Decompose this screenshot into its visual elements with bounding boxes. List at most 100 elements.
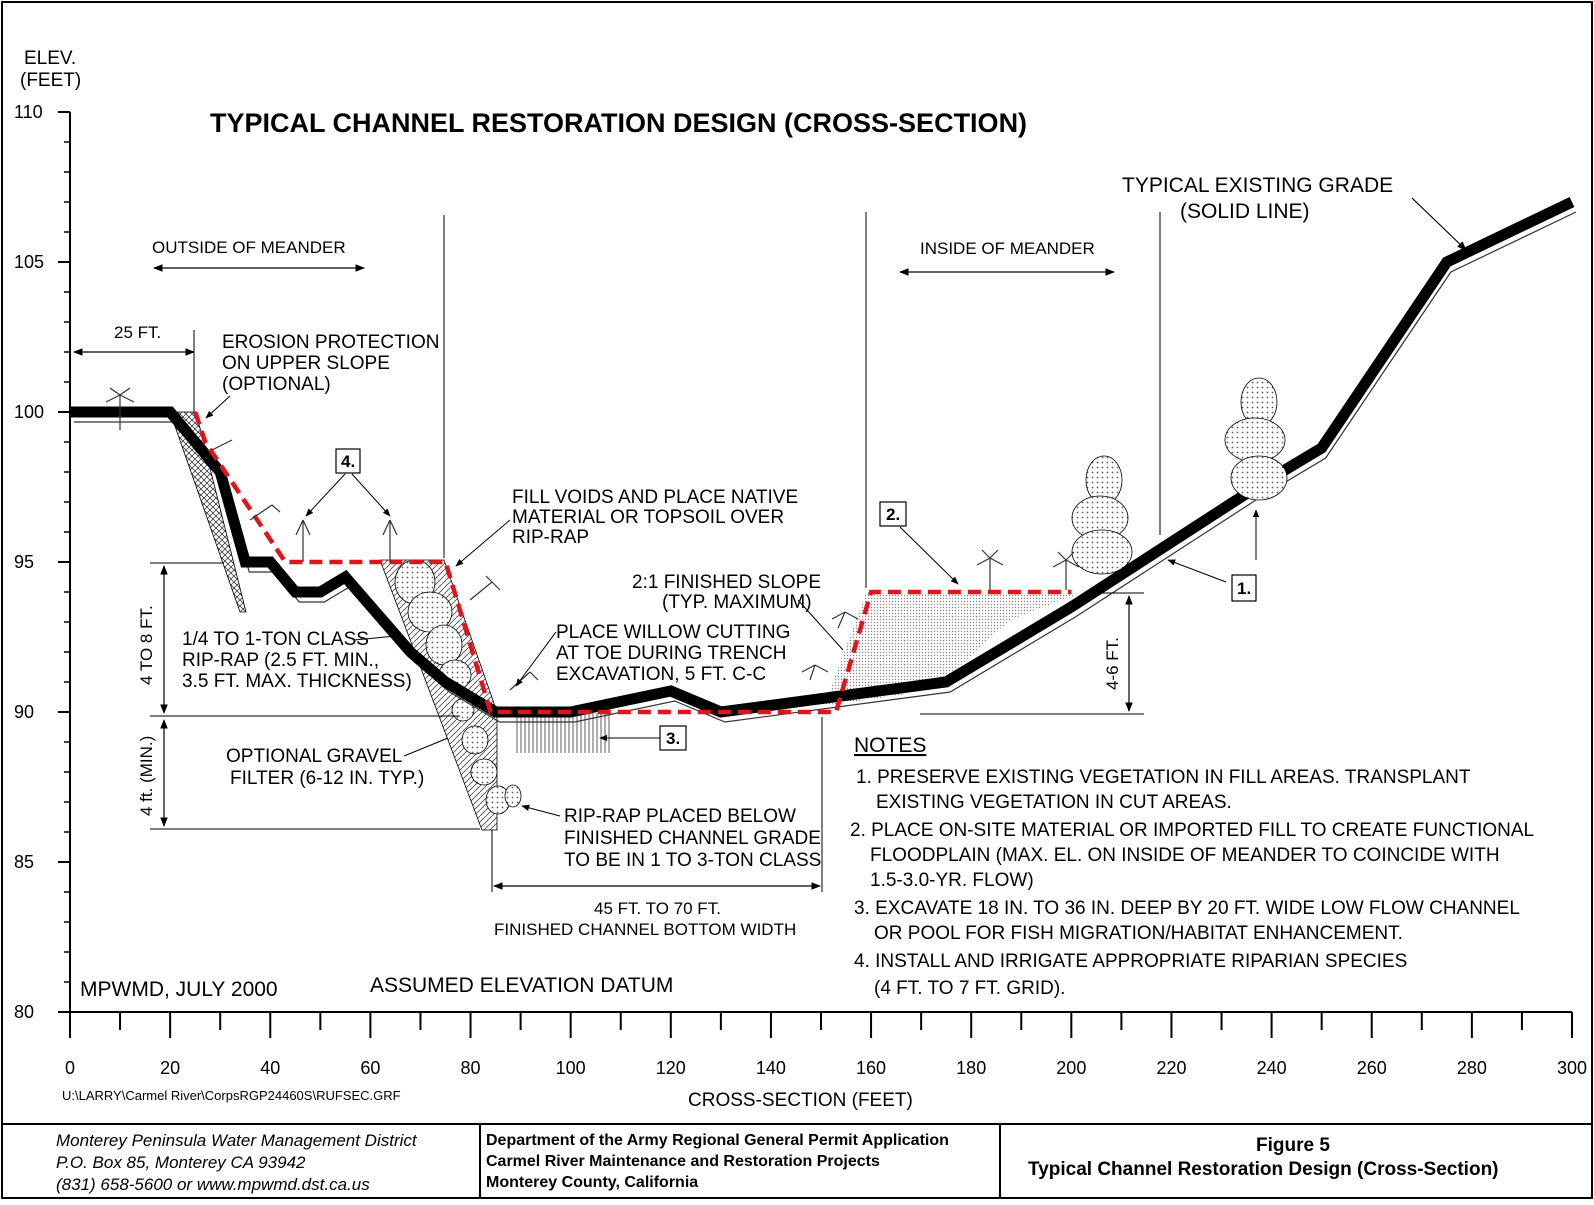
y-axis: ELEV. (FEET) 110 105 100 95 90 85 80 bbox=[14, 48, 81, 1022]
willow-label-1: PLACE WILLOW CUTTING bbox=[556, 622, 790, 643]
willow-label-3: EXCAVATION, 5 FT. C-C bbox=[556, 664, 766, 685]
callout-3-box bbox=[659, 725, 687, 751]
gravel-label-1: OPTIONAL GRAVEL bbox=[226, 746, 402, 767]
x-tick-label: 40 bbox=[260, 1058, 280, 1078]
x-tick-label: 300 bbox=[1557, 1058, 1587, 1078]
dim-25ft-label: 25 FT. bbox=[114, 323, 161, 342]
note-line: 3. EXCAVATE 18 IN. TO 36 IN. DEEP BY 20 … bbox=[854, 898, 1520, 919]
finished-slope-leader bbox=[797, 599, 844, 651]
x-tick-label: 100 bbox=[556, 1058, 586, 1078]
callout-2-leader bbox=[899, 526, 959, 585]
gravel-leader bbox=[403, 737, 449, 757]
riprap-class-leader bbox=[353, 635, 397, 641]
note-line: (4 FT. TO 7 FT. GRID). bbox=[874, 978, 1065, 999]
riprap-class-label-2: RIP-RAP (2.5 FT. MIN., bbox=[182, 650, 379, 671]
existing-grade-line bbox=[70, 197, 1575, 718]
fill-voids-label-2: MATERIAL OR TOPSOIL OVER bbox=[512, 507, 784, 528]
x-tick-label: 220 bbox=[1156, 1058, 1186, 1078]
callout-1-box bbox=[1231, 574, 1257, 602]
fill-voids-label-1: FILL VOIDS AND PLACE NATIVE bbox=[512, 487, 798, 508]
existing-grade-label-1: TYPICAL EXISTING GRADE bbox=[1122, 174, 1393, 197]
riprap-below-leader bbox=[521, 804, 561, 817]
palm-icons bbox=[105, 387, 1080, 691]
fill-voids-leader bbox=[455, 519, 511, 567]
y-tick-label: 80 bbox=[14, 1002, 34, 1022]
fill-voids-label-3: RIP-RAP bbox=[512, 527, 589, 548]
project-line-3: Monterey County, California bbox=[486, 1174, 698, 1191]
x-tick-label: 20 bbox=[160, 1058, 180, 1078]
willow-label-2: AT TOE DURING TRENCH bbox=[556, 643, 787, 664]
riprap-class-label-1: 1/4 TO 1-TON CLASS bbox=[182, 629, 369, 650]
x-tick-label: 240 bbox=[1257, 1058, 1287, 1078]
callout-4: 4. bbox=[341, 452, 355, 471]
x-axis: 0 20 40 60 80 100 120 140 160 180 200 220 240 260 280 3… bbox=[65, 1011, 1587, 1111]
y-tick-label: 90 bbox=[14, 702, 34, 722]
riprap-below-label-1: RIP-RAP PLACED BELOW bbox=[564, 806, 796, 827]
callout-4-leader-b bbox=[351, 473, 391, 517]
finished-slope-label-1: 2:1 FINISHED SLOPE bbox=[632, 572, 821, 593]
riprap-below-label-2: FINISHED CHANNEL GRADE bbox=[564, 828, 821, 849]
x-tick-label: 180 bbox=[956, 1058, 986, 1078]
x-tick-label: 120 bbox=[656, 1058, 686, 1078]
erosion-label-2: ON UPPER SLOPE bbox=[222, 353, 390, 374]
diagram-title: TYPICAL CHANNEL RESTORATION DESIGN (CROS… bbox=[210, 108, 1027, 138]
callout-1-leader-a bbox=[1167, 559, 1227, 583]
x-tick-label: 140 bbox=[756, 1058, 786, 1078]
callout-4-leader-a bbox=[305, 473, 346, 517]
dim-4min-label: 4 ft. (MIN.) bbox=[137, 736, 156, 816]
note-line: 1. PRESERVE EXISTING VEGETATION IN FILL … bbox=[856, 767, 1471, 788]
project-line-1: Department of the Army Regional General … bbox=[486, 1132, 949, 1149]
note-line: 4. INSTALL AND IRRIGATE APPROPRIATE RIPA… bbox=[854, 951, 1407, 972]
dim-4to6-label: 4-6 FT. bbox=[1103, 637, 1122, 690]
inside-meander-label: INSIDE OF MEANDER bbox=[920, 239, 1095, 258]
notes-heading: NOTES bbox=[854, 734, 926, 757]
note-line: FLOODPLAIN (MAX. EL. ON INSIDE OF MEANDE… bbox=[870, 845, 1500, 866]
callout-2-box bbox=[879, 501, 907, 527]
figure-number: Figure 5 bbox=[1256, 1135, 1330, 1156]
floodplain-fill-area bbox=[824, 593, 1080, 706]
x-tick-label: 200 bbox=[1056, 1058, 1086, 1078]
project-line-2: Carmel River Maintenance and Restoration… bbox=[486, 1153, 880, 1170]
y-tick-label: 110 bbox=[14, 102, 43, 122]
x-tick-label: 80 bbox=[461, 1058, 481, 1078]
y-tick-label: 105 bbox=[14, 252, 44, 272]
willow-leader bbox=[515, 631, 557, 687]
y-tick-label: 95 bbox=[14, 552, 34, 572]
y-tick-label: 100 bbox=[14, 402, 44, 422]
figure-title: Typical Channel Restoration Design (Cros… bbox=[1028, 1159, 1499, 1180]
mpwmd-date: MPWMD, JULY 2000 bbox=[80, 978, 278, 1001]
riprap-below-label-3: TO BE IN 1 TO 3-TON CLASS bbox=[564, 850, 821, 871]
callout-1: 1. bbox=[1237, 579, 1251, 598]
org-name: Monterey Peninsula Water Management Dist… bbox=[56, 1131, 418, 1150]
finished-slope-label-2: (TYP. MAXIMUM) bbox=[662, 592, 812, 613]
x-tick-label: 260 bbox=[1357, 1058, 1387, 1078]
note-line: 2. PLACE ON-SITE MATERIAL OR IMPORTED FI… bbox=[850, 820, 1534, 841]
y-axis-label-2: (FEET) bbox=[20, 70, 81, 91]
x-axis-label: CROSS-SECTION (FEET) bbox=[688, 1090, 913, 1111]
gravel-label-2: FILTER (6-12 IN. TYP.) bbox=[230, 768, 424, 789]
org-contact: (831) 658-5600 or www.mpwmd.dst.ca.us bbox=[56, 1175, 370, 1194]
callout-3: 3. bbox=[666, 729, 680, 748]
design-grade-line bbox=[193, 411, 1072, 715]
notes-block: NOTES 1. PRESERVE EXISTING VEGETATION IN… bbox=[850, 734, 1534, 999]
note-line: EXISTING VEGETATION IN CUT AREAS. bbox=[876, 792, 1232, 813]
bottom-width-label-2: FINISHED CHANNEL BOTTOM WIDTH bbox=[494, 920, 796, 939]
file-path: U:\LARRY\Carmel River\CorpsRGP24460S\RUF… bbox=[62, 1088, 401, 1103]
bottom-width-label-1: 45 FT. TO 70 FT. bbox=[594, 899, 721, 918]
x-tick-label: 60 bbox=[360, 1058, 380, 1078]
x-tick-label: 160 bbox=[856, 1058, 886, 1078]
x-tick-label: 280 bbox=[1457, 1058, 1487, 1078]
existing-grade-label-2: (SOLID LINE) bbox=[1180, 200, 1310, 223]
erosion-label-3: (OPTIONAL) bbox=[222, 374, 331, 395]
riprap-stones bbox=[394, 559, 522, 815]
dim-4to8-label: 4 TO 8 FT. bbox=[137, 605, 156, 685]
note-line: 1.5-3.0-YR. FLOW) bbox=[870, 870, 1034, 891]
erosion-protection-area bbox=[169, 411, 247, 613]
callout-2: 2. bbox=[886, 505, 900, 524]
existing-grade-leader bbox=[1411, 197, 1467, 251]
tree-icon bbox=[1071, 377, 1288, 575]
riprap-class-label-3: 3.5 FT. MAX. THICKNESS) bbox=[182, 671, 412, 692]
note-line: OR POOL FOR FISH MIGRATION/HABITAT ENHAN… bbox=[874, 923, 1403, 944]
